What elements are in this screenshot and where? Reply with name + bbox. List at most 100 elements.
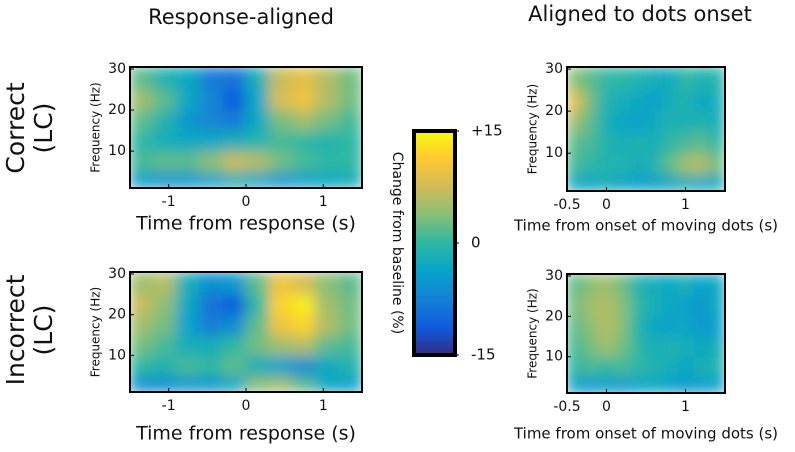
heatmap-cell — [199, 272, 224, 295]
column-title: Response-aligned — [148, 5, 334, 29]
heatmap-cell — [291, 67, 317, 91]
heatmap-cell — [130, 272, 154, 295]
heatmap-cell — [661, 336, 679, 358]
heatmap-cell — [268, 314, 293, 336]
heatmap-cell — [199, 109, 224, 132]
heatmap-cell — [629, 110, 647, 133]
heatmap-cell — [245, 171, 270, 188]
heatmap-cell — [130, 130, 154, 152]
heatmap-cell — [130, 354, 154, 377]
heatmap-cell — [152, 67, 177, 91]
heatmap-cell — [613, 89, 631, 112]
heatmap-cell — [613, 356, 631, 378]
heatmap-cell — [291, 354, 317, 377]
heatmap-cell — [677, 152, 694, 175]
heatmap-cell — [175, 375, 201, 392]
heatmap-cell — [645, 376, 663, 393]
heatmap-cell — [708, 315, 725, 338]
heatmap-cell — [199, 67, 224, 91]
heatmap-cell — [613, 110, 631, 133]
heatmap-cell — [175, 314, 201, 336]
heatmap-cell — [567, 110, 584, 133]
heatmap-cell — [315, 314, 340, 336]
heatmap-cell — [692, 152, 710, 175]
heatmap-cells — [130, 272, 362, 392]
heatmap-cell — [130, 334, 154, 356]
heatmap-cell — [661, 356, 679, 378]
heatmap-cell — [645, 67, 663, 91]
heatmap-cell — [645, 315, 663, 338]
x-tick-label: -1 — [162, 194, 176, 210]
heatmap-cell — [222, 375, 247, 392]
heatmap — [567, 274, 725, 393]
heatmap-cell — [130, 67, 154, 91]
heatmap-cell — [598, 89, 615, 112]
heatmap-cell — [708, 295, 725, 317]
heatmap-cell — [315, 130, 340, 152]
heatmap-cell — [692, 274, 710, 297]
heatmap-cell — [598, 315, 615, 338]
heatmap-cell — [152, 375, 177, 392]
heatmap-cell — [222, 67, 247, 91]
heatmap-cell — [291, 272, 317, 295]
heatmap-cell — [199, 171, 224, 188]
heatmap-cell — [708, 67, 725, 91]
heatmap-cell — [245, 150, 270, 173]
heatmap-cell — [245, 89, 270, 111]
heatmap-cell — [152, 314, 177, 336]
heatmap-cell — [629, 295, 647, 317]
heatmap-cell — [582, 295, 600, 317]
heatmap-cell — [661, 274, 679, 297]
heatmap-cell — [291, 334, 317, 356]
heatmap-cell — [692, 356, 710, 378]
x-tick-label: 0 — [242, 194, 251, 210]
heatmap-cell — [315, 293, 340, 316]
heatmap-cell — [245, 293, 270, 316]
heatmap-cell — [338, 89, 362, 111]
heatmap-cell — [582, 110, 600, 133]
heatmap-cell — [152, 109, 177, 132]
x-tick-label: 1 — [681, 399, 690, 415]
heatmap-cell — [629, 356, 647, 378]
colorbar-tick-label: +15 — [471, 122, 503, 140]
heatmap-cell — [629, 336, 647, 358]
heatmap-cell — [152, 89, 177, 111]
heatmap-cell — [222, 293, 247, 316]
heatmap-cell — [130, 89, 154, 111]
heatmap-cell — [175, 89, 201, 111]
heatmap-cell — [245, 354, 270, 377]
heatmap-cell — [291, 150, 317, 173]
heatmap-cell — [152, 354, 177, 377]
heatmap-cell — [645, 110, 663, 133]
axes-frame — [566, 273, 726, 394]
heatmap-cell — [222, 89, 247, 111]
heatmap — [130, 272, 362, 392]
heatmap-cell — [598, 173, 615, 191]
heatmap-cell — [692, 110, 710, 133]
y-axis-label: Frequency (Hz) — [89, 287, 103, 378]
heatmap-cell — [708, 131, 725, 154]
heatmap-cell — [315, 67, 340, 91]
heatmap-cell — [677, 336, 694, 358]
heatmap-cell — [567, 173, 584, 191]
heatmap-cell — [677, 376, 694, 393]
heatmap-cell — [629, 89, 647, 112]
heatmap-cell — [130, 314, 154, 336]
heatmap-cell — [222, 334, 247, 356]
heatmap-cell — [268, 354, 293, 377]
heatmap-cell — [645, 295, 663, 317]
heatmap-cell — [291, 293, 317, 316]
heatmap-cell — [645, 356, 663, 378]
y-tick-label: 30 — [545, 61, 563, 77]
heatmap-cell — [222, 314, 247, 336]
heatmap-cell — [692, 173, 710, 191]
y-tick-label: 20 — [545, 103, 563, 119]
x-tick-label: 0 — [602, 399, 611, 415]
heatmap-cell — [598, 356, 615, 378]
heatmap-cell — [598, 67, 615, 91]
heatmap-cell — [245, 314, 270, 336]
column-title: Aligned to dots onset — [528, 2, 752, 26]
heatmap-cell — [268, 130, 293, 152]
y-tick-label: 30 — [108, 61, 126, 77]
